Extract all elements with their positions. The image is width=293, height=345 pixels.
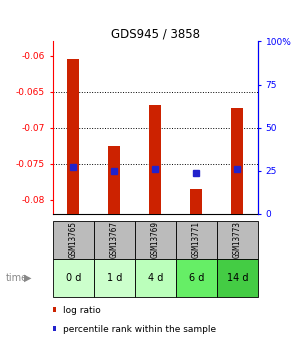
- Bar: [190, 189, 202, 214]
- Bar: [94, 221, 135, 259]
- Bar: [135, 259, 176, 297]
- Text: GSM13771: GSM13771: [192, 221, 201, 258]
- Text: GSM13767: GSM13767: [110, 221, 119, 258]
- Text: GSM13773: GSM13773: [233, 221, 242, 258]
- Bar: [135, 221, 176, 259]
- Text: log ratio: log ratio: [63, 306, 101, 315]
- Text: 14 d: 14 d: [226, 273, 248, 283]
- Bar: [67, 59, 79, 214]
- Text: ▶: ▶: [24, 273, 32, 283]
- Text: time: time: [6, 273, 28, 283]
- Bar: [217, 221, 258, 259]
- Bar: [53, 307, 56, 312]
- Bar: [231, 108, 243, 214]
- Title: GDS945 / 3858: GDS945 / 3858: [111, 27, 200, 40]
- Bar: [53, 259, 94, 297]
- Bar: [94, 259, 135, 297]
- Bar: [53, 221, 94, 259]
- Bar: [176, 221, 217, 259]
- Bar: [149, 105, 161, 214]
- Text: GSM13765: GSM13765: [69, 221, 78, 258]
- Bar: [176, 259, 217, 297]
- Bar: [217, 259, 258, 297]
- Text: 6 d: 6 d: [189, 273, 204, 283]
- Text: 1 d: 1 d: [107, 273, 122, 283]
- Text: GSM13769: GSM13769: [151, 221, 160, 258]
- Text: 0 d: 0 d: [66, 273, 81, 283]
- Bar: [53, 326, 56, 331]
- Text: percentile rank within the sample: percentile rank within the sample: [63, 325, 216, 334]
- Text: 4 d: 4 d: [148, 273, 163, 283]
- Bar: [108, 146, 120, 214]
